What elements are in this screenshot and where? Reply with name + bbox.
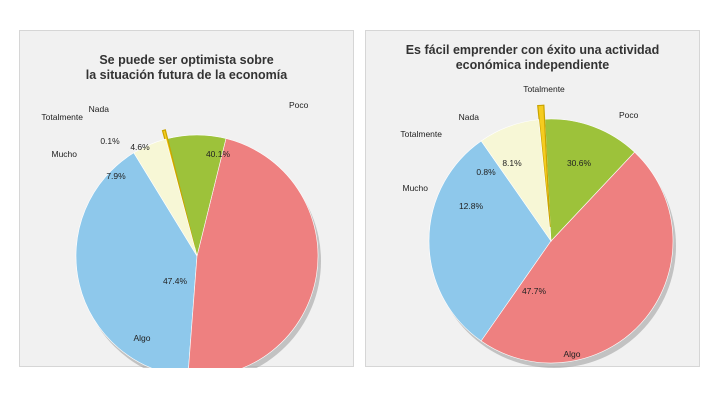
pie-value-label-totalmente: 0.1% <box>100 136 120 146</box>
chart-title-line-2: económica independiente <box>455 58 610 72</box>
pie-value-label-algo: 47.4% <box>163 276 188 286</box>
pie-category-label-totalmente-top: Totalmente <box>523 84 565 94</box>
pie-slice-poco <box>428 140 552 342</box>
pie-slice-nada <box>480 119 552 243</box>
pie-chart-optimista: 40.1% 47.4% 7.9% 0.1% 4.6% Poco Algo Mucho Total… <box>41 100 321 368</box>
pie-value-label-mucho: 12.8% <box>459 201 484 211</box>
pie-slice-totalmente <box>537 104 551 228</box>
chart-title-line-2: la situación futura de la economía <box>85 68 288 82</box>
pie-category-label-poco: Poco <box>619 110 639 120</box>
pie-value-label-poco: 40.1% <box>206 149 231 159</box>
pie-category-label-totalmente: Totalmente <box>400 129 442 139</box>
chart-panel-optimista: Se puede ser optimista sobre la situació… <box>19 30 354 368</box>
pie-slice-nada <box>133 138 198 257</box>
pie-value-label-nada: 8.1% <box>502 158 522 168</box>
pie-value-label-poco: 30.6% <box>567 158 592 168</box>
pie-slice-algo <box>188 138 319 368</box>
pie-category-label-poco: Poco <box>289 100 309 110</box>
pie-value-label-algo: 47.7% <box>522 286 547 296</box>
pie-slice-mucho <box>544 118 635 242</box>
chart-title: Es fácil emprender con éxito una activid… <box>366 43 699 73</box>
pie-value-label-nada: 4.6% <box>130 142 150 152</box>
pie-category-label-totalmente: Totalmente <box>41 112 83 122</box>
pie-category-label-mucho: Mucho <box>51 149 77 159</box>
chart-title-line-1: Se puede ser optimista sobre <box>99 53 274 67</box>
chart-title-line-1: Es fácil emprender con éxito una activid… <box>405 43 660 57</box>
chart-title: Se puede ser optimista sobre la situació… <box>20 53 353 83</box>
pie-category-label-mucho: Mucho <box>402 183 428 193</box>
pie-chart-emprender: 30.6% 47.7% 12.8% 0.8% 8.1% Poco Algo Mucho Tota… <box>400 84 676 368</box>
pie-value-label-mucho: 7.9% <box>106 171 126 181</box>
pie-category-label-algo: Algo <box>563 349 580 359</box>
pie-category-label-nada: Nada <box>89 104 110 114</box>
pie-category-label-nada: Nada <box>459 112 480 122</box>
pie-category-label-algo: Algo <box>133 333 150 343</box>
pie-slice-algo <box>480 151 674 364</box>
pie-value-label-totalmente: 0.8% <box>476 167 496 177</box>
chart-panel-emprender: Es fácil emprender con éxito una activid… <box>365 30 700 368</box>
